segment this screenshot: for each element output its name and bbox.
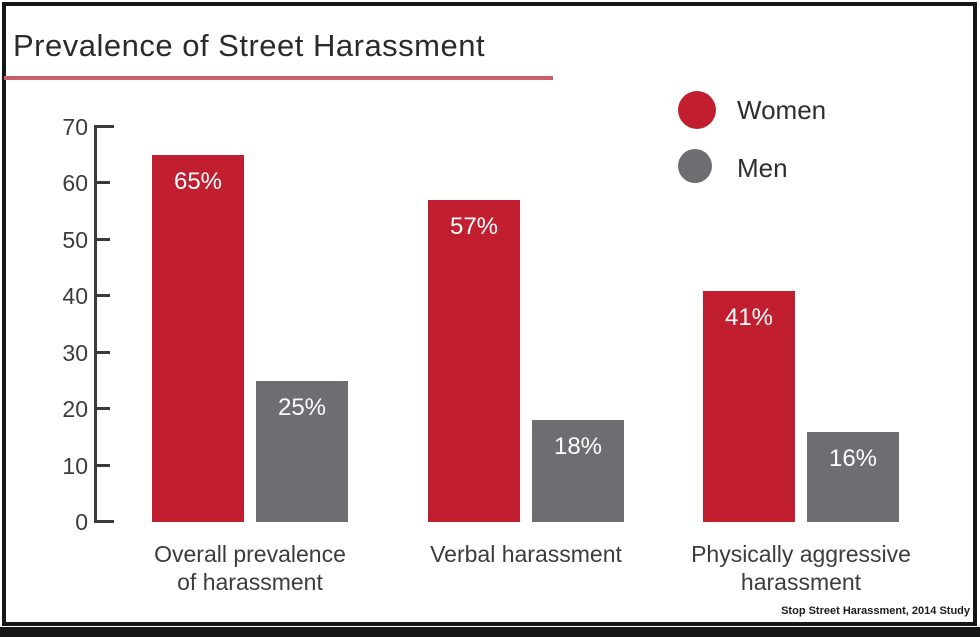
y-tick-label: 50 [62, 227, 88, 253]
bar-women: 57% [428, 200, 520, 522]
y-tick [94, 520, 114, 523]
bar-men: 16% [807, 432, 899, 522]
bar-women: 65% [152, 155, 244, 522]
bar-value-label: 16% [828, 445, 878, 472]
y-axis-line [94, 127, 97, 523]
bar-value-label: 41% [724, 304, 774, 331]
y-tick-label: 0 [75, 509, 88, 535]
legend-label-women: Women [737, 95, 827, 125]
bar-value-label: 25% [277, 394, 327, 421]
legend-swatch-women [678, 91, 716, 129]
bar-men: 25% [256, 381, 348, 522]
y-tick [94, 181, 110, 184]
legend-swatch-men [678, 149, 712, 183]
y-tick [94, 407, 110, 410]
chart-title: Prevalence of Street Harassment [13, 28, 486, 63]
bar-value-label: 65% [173, 168, 223, 195]
y-tick [94, 464, 110, 467]
category-label: Verbal harassment [430, 541, 622, 567]
y-tick [94, 238, 110, 241]
y-tick-label: 30 [62, 340, 88, 366]
bar-value-label: 57% [449, 213, 499, 240]
y-tick-label: 10 [62, 453, 88, 479]
y-tick [94, 294, 110, 297]
category-label: Overall prevalence of harassment [154, 541, 346, 595]
y-tick-label: 60 [62, 170, 88, 196]
title-underline [4, 76, 553, 80]
legend-label-men: Men [737, 153, 788, 183]
bar-value-label: 18% [553, 433, 603, 460]
y-tick-label: 70 [62, 114, 88, 140]
y-tick-label: 20 [62, 396, 88, 422]
y-tick [94, 125, 114, 128]
category-label: Physically aggressive harassment [691, 541, 911, 595]
source-citation: Stop Street Harassment, 2014 Study [781, 605, 970, 617]
y-tick-label: 40 [62, 283, 88, 309]
bar-women: 41% [703, 291, 795, 522]
bottom-border-strip [0, 627, 980, 637]
y-tick [94, 351, 110, 354]
bar-men: 18% [532, 420, 624, 522]
